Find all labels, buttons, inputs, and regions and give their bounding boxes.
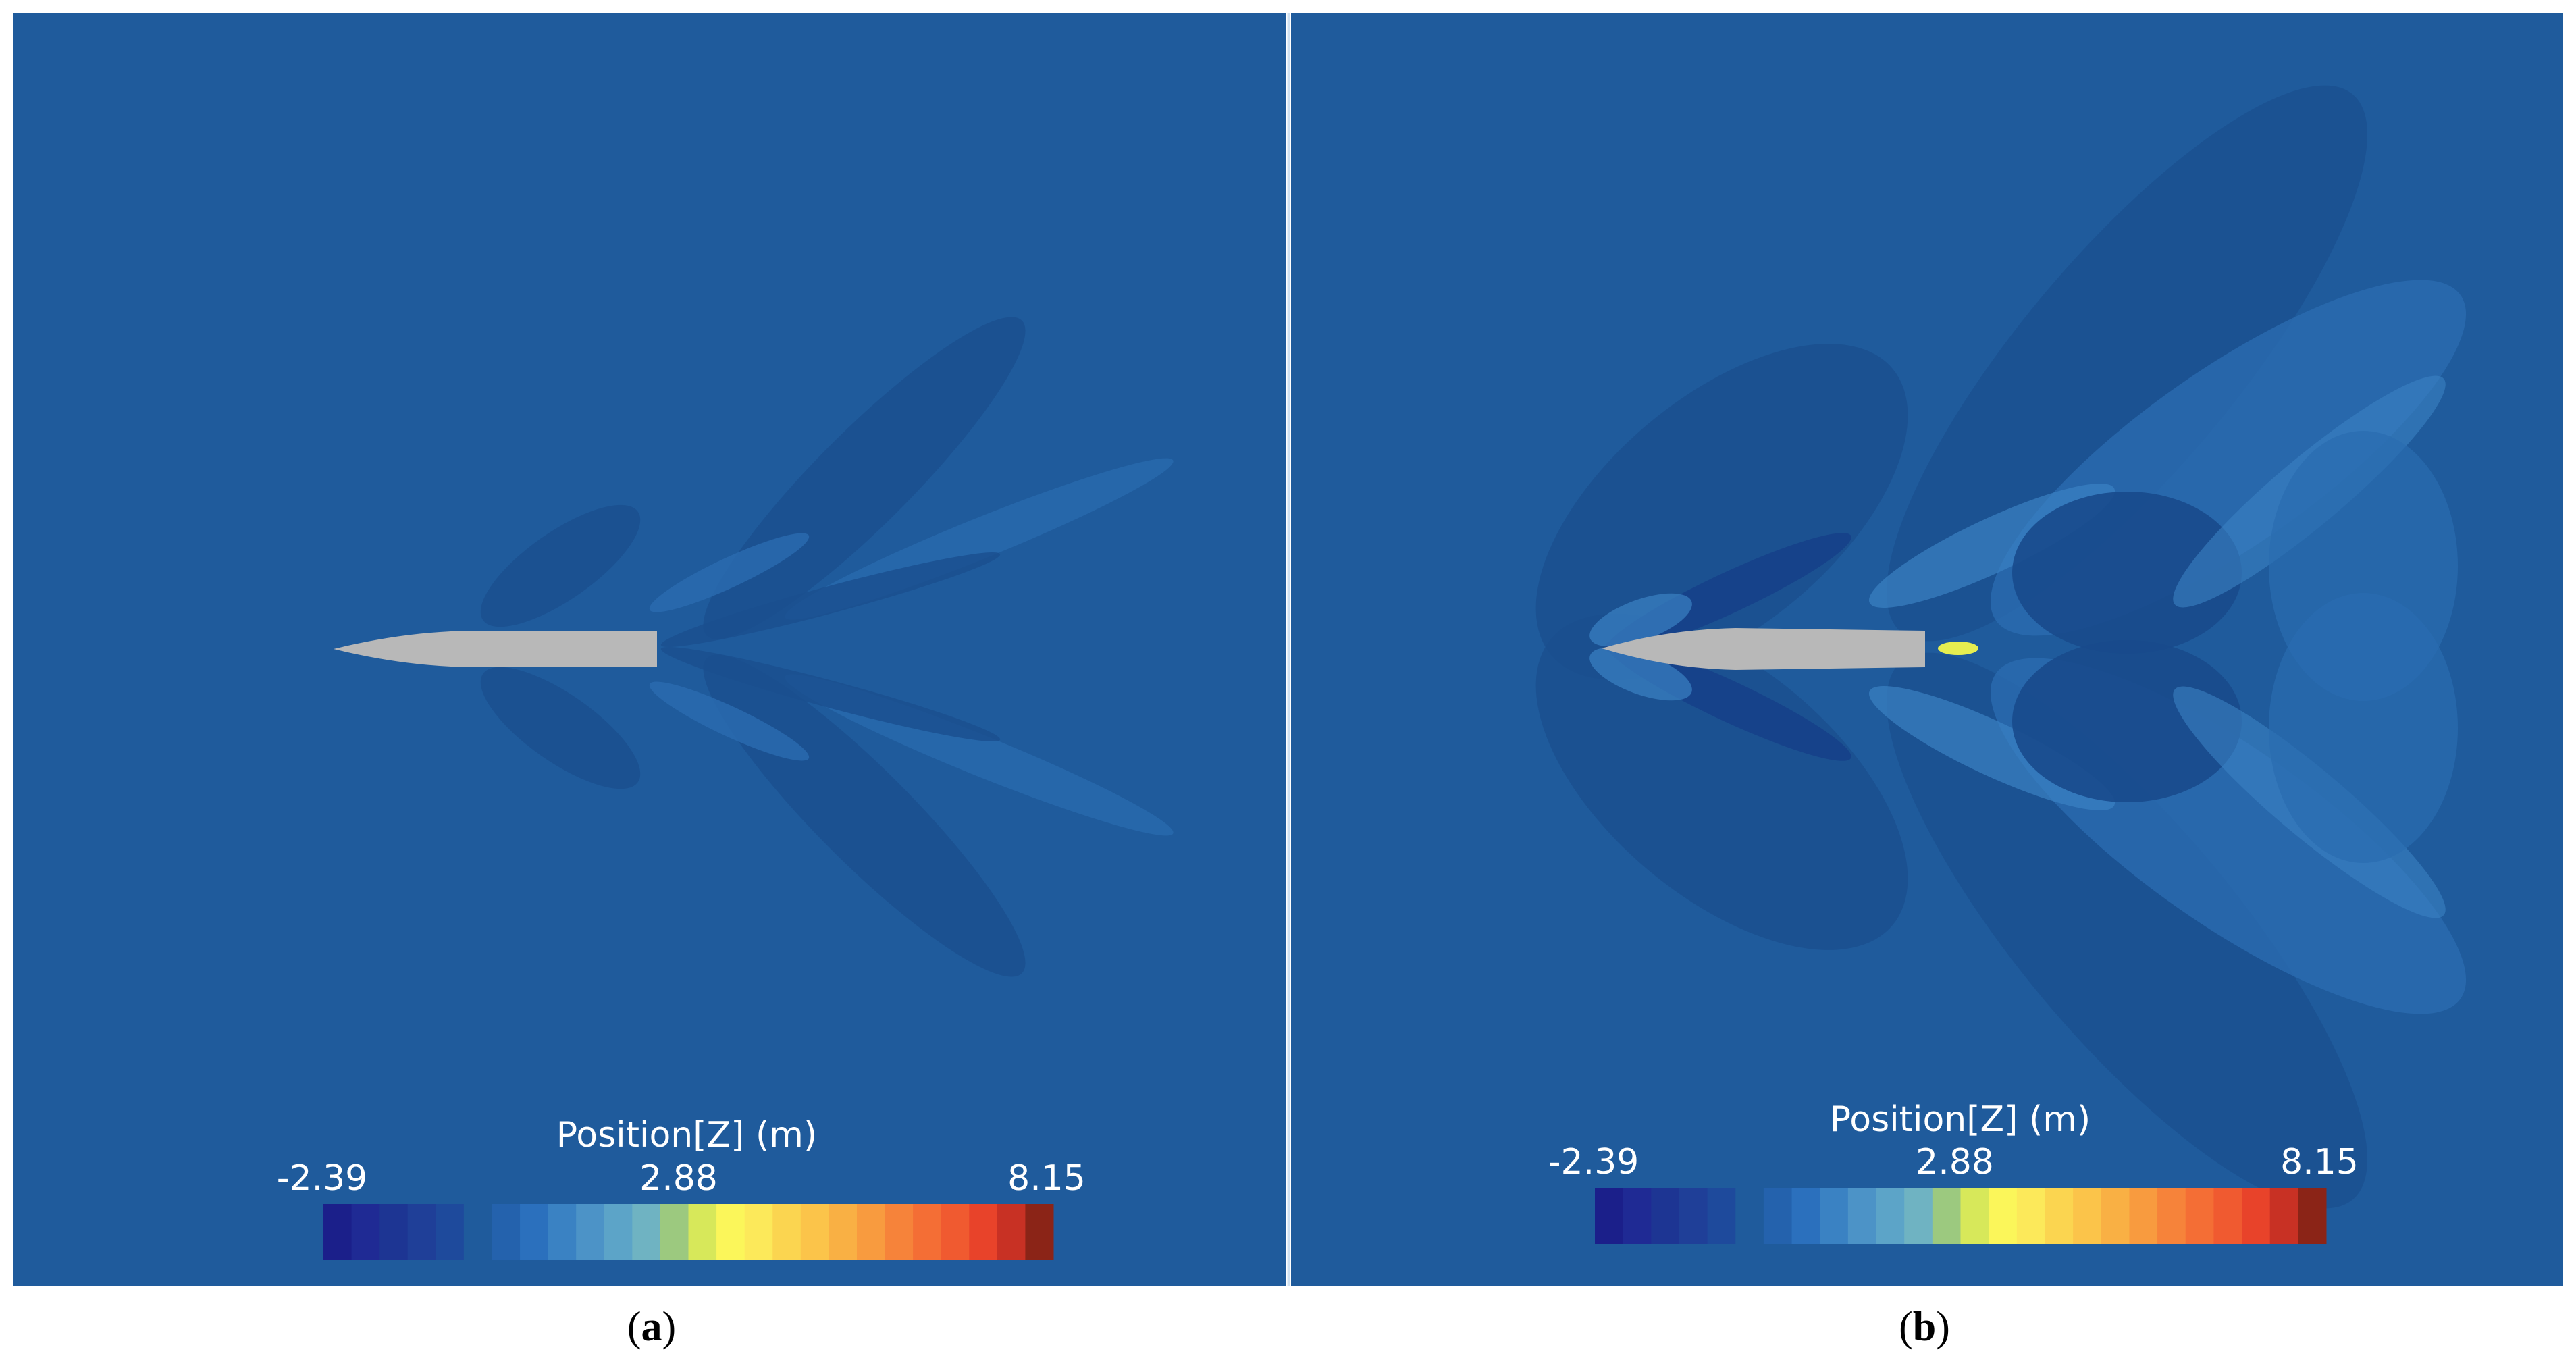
colorbar-segment xyxy=(1763,1188,1793,1244)
wake-lobe xyxy=(480,667,641,789)
colorbar-segment xyxy=(829,1204,858,1260)
colorbar-segment xyxy=(1904,1188,1933,1244)
colorbar-segment xyxy=(1679,1188,1708,1244)
colorbar-segment xyxy=(2157,1188,2186,1244)
caption-b: (b) xyxy=(1899,1304,1950,1350)
colorbar-segment xyxy=(1623,1188,1652,1244)
wake-lobe xyxy=(649,533,810,612)
colorbar-segment xyxy=(2129,1188,2158,1244)
colorbar-segment xyxy=(2101,1188,2130,1244)
colorbar-segment xyxy=(688,1204,717,1260)
wake-lobe xyxy=(480,504,641,627)
colorbar-segment xyxy=(2298,1188,2327,1244)
wake-lobe xyxy=(660,552,1001,648)
colorbar-tick: -2.39 xyxy=(1548,1142,1639,1182)
wake-lobe xyxy=(2269,593,2458,863)
colorbar-segment xyxy=(969,1204,998,1260)
colorbar-segment xyxy=(885,1204,914,1260)
colorbar-segment xyxy=(2073,1188,2102,1244)
colorbar-title: Position[Z] (m) xyxy=(1830,1099,2091,1140)
colorbar-segment xyxy=(1651,1188,1680,1244)
colorbar-segment xyxy=(660,1204,689,1260)
colorbar-segment xyxy=(856,1204,886,1260)
colorbar-segment xyxy=(2016,1188,2045,1244)
wake-lobe xyxy=(2012,640,2242,802)
colorbar-segment xyxy=(576,1204,605,1260)
caption-label: b xyxy=(1913,1304,1936,1350)
colorbar-segment xyxy=(1876,1188,1905,1244)
colorbar-segment xyxy=(1820,1188,1849,1244)
colorbar-tick: 8.15 xyxy=(1007,1158,1086,1199)
ship-b xyxy=(1602,628,1925,670)
caption-label: a xyxy=(641,1304,662,1350)
colorbar-segment xyxy=(604,1204,633,1260)
wake-lobe xyxy=(1535,614,1908,950)
colorbar-segment xyxy=(1960,1188,1989,1244)
colorbar-segment xyxy=(1989,1188,2018,1244)
colorbar-tick: 2.88 xyxy=(639,1158,718,1199)
colorbar-segment xyxy=(379,1204,409,1260)
colorbar-segment xyxy=(436,1204,465,1260)
colorbar-segment xyxy=(1595,1188,1624,1244)
wake-lobe xyxy=(1589,593,1692,647)
colorbar-tick: 2.88 xyxy=(1916,1142,1994,1182)
colorbar-b xyxy=(1595,1188,2327,1244)
colorbar-segment xyxy=(351,1204,380,1260)
colorbar-segment xyxy=(1932,1188,1961,1244)
stern-peak xyxy=(1938,642,1978,655)
colorbar-segment xyxy=(2185,1188,2214,1244)
colorbar-segment xyxy=(800,1204,829,1260)
wake-b xyxy=(1535,85,2467,1209)
colorbar-segment xyxy=(941,1204,970,1260)
caption-a: (a) xyxy=(627,1304,676,1350)
colorbar-segment xyxy=(463,1204,492,1260)
wake-lobe xyxy=(1886,652,2368,1209)
wake-lobe xyxy=(1886,85,2368,642)
wake-lobe xyxy=(2012,492,2242,654)
colorbar-segment xyxy=(520,1204,549,1260)
colorbar-segment xyxy=(1025,1204,1054,1260)
colorbar-segment xyxy=(632,1204,661,1260)
colorbar-segment xyxy=(716,1204,745,1260)
colorbar-segment xyxy=(913,1204,942,1260)
colorbar-segment xyxy=(772,1204,801,1260)
wake-a xyxy=(480,317,1174,977)
colorbar-segment xyxy=(407,1204,436,1260)
colorbar-segment xyxy=(997,1204,1026,1260)
colorbar-segment xyxy=(1735,1188,1764,1244)
colorbar-tick: 8.15 xyxy=(2280,1142,2359,1182)
wake-lobe xyxy=(649,681,810,761)
wake-lobe xyxy=(1535,344,1908,680)
colorbar-tick: -2.39 xyxy=(277,1158,368,1199)
colorbar-segment xyxy=(2213,1188,2242,1244)
colorbar-segment xyxy=(744,1204,773,1260)
wake-lobe xyxy=(1589,647,1692,701)
colorbar-segment xyxy=(1791,1188,1820,1244)
colorbar-segment xyxy=(548,1204,577,1260)
ship-a xyxy=(334,631,657,667)
colorbar-segment xyxy=(1707,1188,1736,1244)
colorbar-segment xyxy=(2045,1188,2074,1244)
colorbar-segment xyxy=(323,1204,352,1260)
colorbar-segment xyxy=(1847,1188,1877,1244)
colorbar-a xyxy=(323,1204,1054,1260)
colorbar-segment xyxy=(492,1204,521,1260)
colorbar-segment xyxy=(2269,1188,2298,1244)
colorbar-segment xyxy=(2242,1188,2271,1244)
wake-lobe xyxy=(660,646,1001,742)
colorbar-title: Position[Z] (m) xyxy=(556,1115,817,1155)
